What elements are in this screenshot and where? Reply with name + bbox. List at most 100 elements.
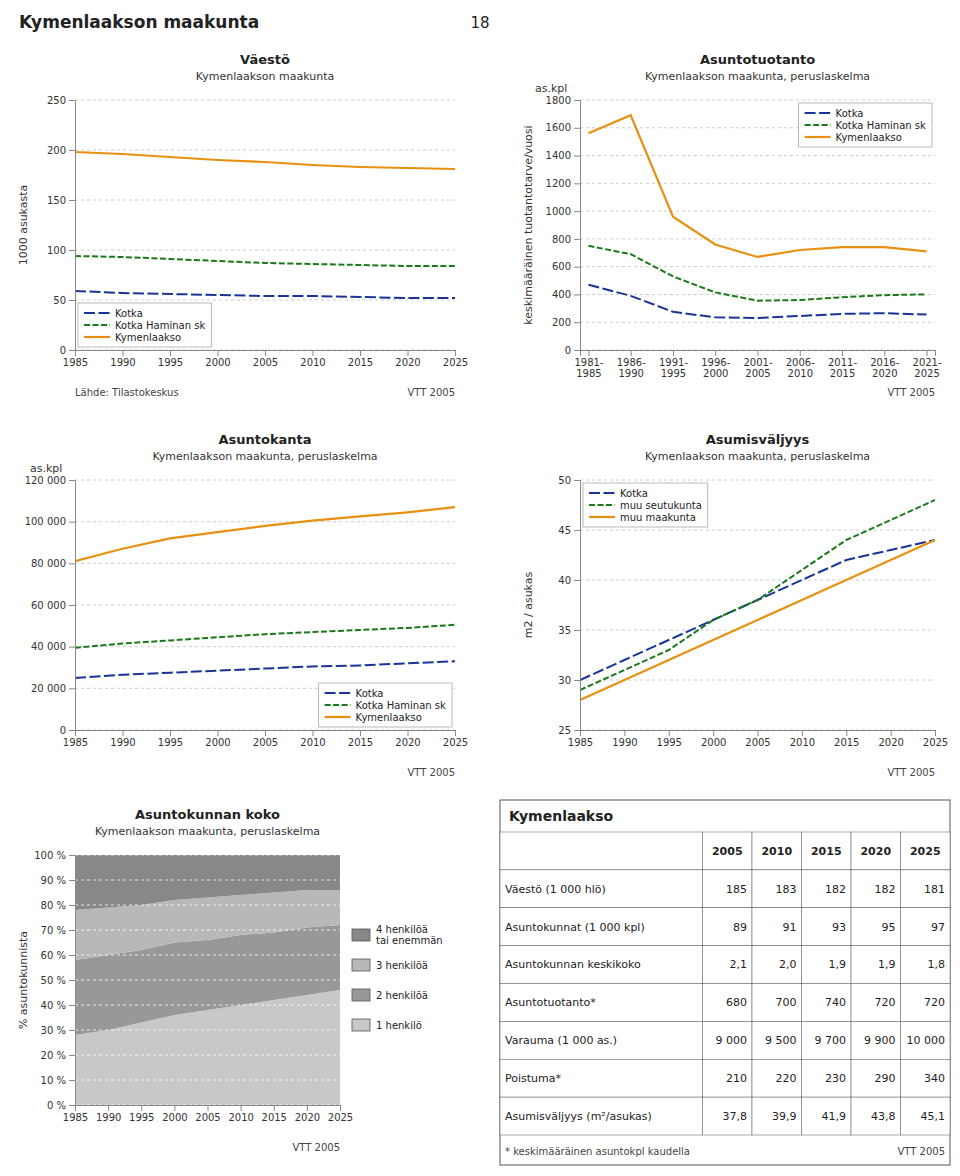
legend-swatch (352, 929, 370, 941)
y-tick: 40 % (41, 1000, 75, 1011)
x-tick-mark (340, 1105, 341, 1111)
table-cell (851, 908, 901, 946)
legend: KotkaKotka Haminan skKymenlaakso (78, 303, 211, 347)
x-tick: 2010 (300, 350, 325, 368)
x-tick: 2000 (205, 730, 230, 748)
grid-line (75, 563, 455, 564)
x-tick-mark (123, 350, 124, 356)
x-tick-label: 1995 (158, 357, 183, 368)
grid-line (75, 980, 340, 981)
legend-label: Kotka (356, 688, 384, 699)
text-line: 1991- (659, 357, 688, 368)
grid-line (75, 300, 455, 301)
table-cell (703, 1021, 753, 1059)
x-tick: 1995 (158, 730, 183, 748)
chart: 1985199019952000200520102015202020250 %1… (17, 807, 443, 1153)
plot-marks (75, 152, 455, 298)
table-cell (500, 946, 703, 984)
table-value: 43,8 (871, 1110, 896, 1123)
grid-line (75, 250, 455, 251)
y-tick-mark (69, 250, 75, 251)
table-value: 39,9 (772, 1110, 797, 1123)
y-tick-label: 30 (558, 675, 571, 686)
grid (75, 855, 340, 1105)
y-tick-label: 60 000 (31, 600, 66, 611)
x-tick-mark (669, 730, 670, 736)
grid (580, 480, 935, 730)
x-tick: 2025 (328, 1105, 353, 1123)
y-tick-label: 400 (552, 289, 571, 300)
legend-swatch (352, 1019, 370, 1031)
y-tick-label: 10 % (41, 1075, 66, 1086)
x-tick-mark (218, 350, 219, 356)
area (75, 855, 340, 910)
x-axis: 198519901995200020052010201520202025 (568, 730, 948, 748)
x-tick-mark (800, 350, 801, 356)
x-tick-label: 1985 (63, 737, 88, 748)
line (75, 507, 455, 561)
table-cell (752, 1097, 802, 1135)
y-tick-mark (69, 905, 75, 906)
y-tick-label: 70 % (41, 925, 66, 936)
legend-swatch (805, 112, 831, 114)
x-tick: 1995 (129, 1105, 154, 1123)
y-tick-mark (574, 730, 580, 731)
chart-title: Asuntotuotanto (700, 52, 815, 67)
table-value: 181 (924, 883, 945, 896)
x-tick-mark (408, 730, 409, 736)
legend-label: muu maakunta (620, 512, 696, 523)
table-value: 230 (825, 1072, 846, 1085)
grid-line (580, 530, 935, 531)
y-tick: 80 000 (31, 558, 75, 569)
x-tick-label: 2005 (253, 357, 278, 368)
grid-line (75, 955, 340, 956)
y-tick-mark (69, 522, 75, 523)
x-tick-label: 2010 (228, 1112, 253, 1123)
legend-item: Kotka (325, 688, 384, 699)
y-tick-label: 35 (558, 625, 571, 636)
y-tick-label: 0 % (47, 1100, 66, 1111)
x-tick-label: 1990 (612, 737, 637, 748)
x-tick-mark (935, 730, 936, 736)
y-tick: 30 (558, 675, 580, 686)
grid-line (580, 266, 935, 267)
annotation: VTT 2005 (897, 1146, 945, 1157)
y-tick-label: 100 (47, 245, 66, 256)
grid-line (580, 183, 935, 184)
y-tick-mark (574, 294, 580, 295)
legend-frame (583, 483, 708, 527)
y-tick: 50 (53, 295, 75, 306)
x-tick-mark (758, 730, 759, 736)
y-tick-label: 20 000 (31, 683, 66, 694)
x-tick-mark (631, 350, 632, 356)
legend-swatch (84, 312, 110, 314)
x-tick-label: 1981-1985 (574, 357, 603, 379)
x-tick-label: 1990 (110, 357, 135, 368)
x-tick: 2005 (195, 1105, 220, 1123)
y-tick-mark (69, 1105, 75, 1106)
legend-label: Kymenlaakso (836, 132, 902, 143)
grid-line (75, 1005, 340, 1006)
x-tick-mark (313, 730, 314, 736)
table-cell (901, 946, 951, 984)
y-tick-mark (69, 880, 75, 881)
x-tick-mark (713, 730, 714, 736)
table-cell (802, 1097, 852, 1135)
x-tick-label: 2006-2010 (786, 357, 815, 379)
table-cell (500, 870, 703, 908)
line (75, 291, 455, 298)
text-line: 2011- (828, 357, 857, 368)
x-tick-mark (408, 350, 409, 356)
annotation: VTT 2005 (292, 1142, 340, 1153)
table-cell (802, 870, 852, 908)
table-value: 1,9 (829, 958, 847, 971)
x-tick: 2005 (253, 730, 278, 748)
table-value: 9 000 (716, 1034, 748, 1047)
x-tick-mark (927, 350, 928, 356)
line (75, 625, 455, 648)
y-tick-label: 100 000 (25, 516, 66, 527)
grid-line (75, 100, 455, 101)
table-cell (500, 1097, 703, 1135)
table-value: 45,1 (921, 1110, 946, 1123)
text-line: 4 henkilöä (376, 924, 428, 935)
